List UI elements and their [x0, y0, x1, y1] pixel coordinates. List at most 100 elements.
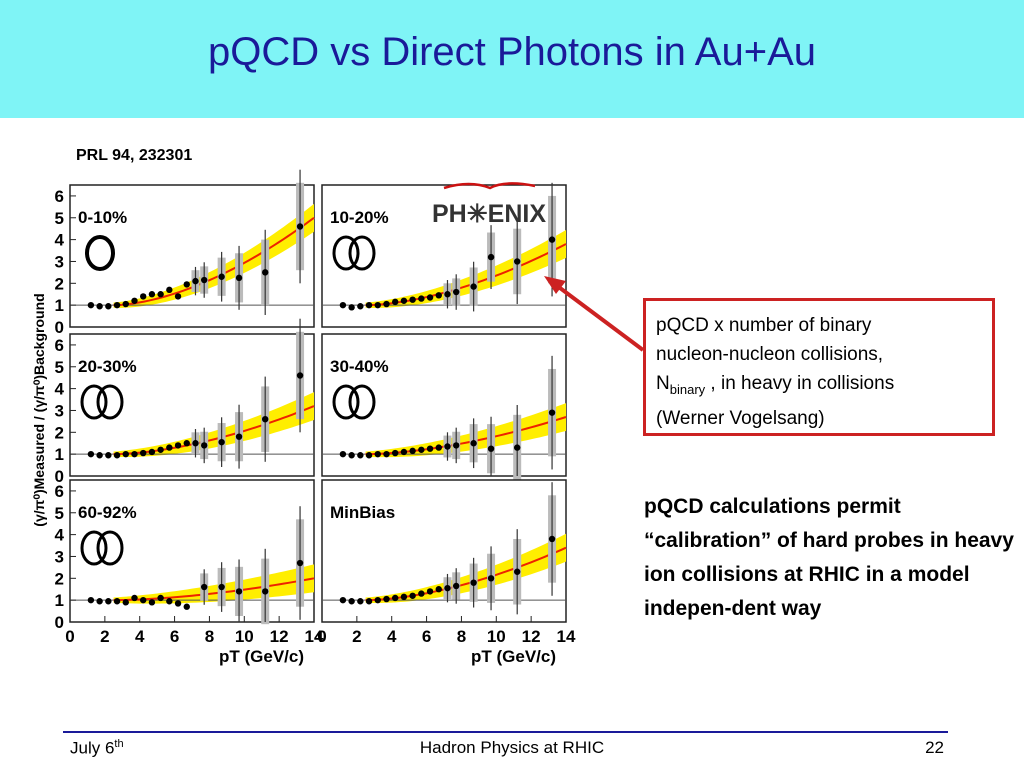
title-bar — [0, 0, 1024, 118]
pqcd-curve — [365, 416, 567, 456]
data-point — [166, 598, 173, 605]
data-point — [235, 588, 243, 595]
data-point — [453, 582, 460, 590]
footer-date: July 6th — [70, 738, 124, 759]
y-axis-label: (γ/π⁰)Measured / (γ/π⁰)Background — [31, 293, 47, 526]
uncertainty-band — [113, 203, 314, 308]
x-tick-label: 4 — [387, 627, 397, 646]
data-point — [201, 276, 208, 284]
y-tick-label: 2 — [55, 274, 64, 293]
description-text: pQCD calculations permit “calibration” o… — [644, 495, 1014, 620]
pqcd-curve — [113, 577, 315, 602]
pqcd-curve — [365, 243, 567, 307]
logo-swoosh — [443, 182, 536, 190]
y-tick-label: 6 — [55, 187, 64, 206]
data-point — [339, 301, 347, 309]
pqcd-curve — [365, 546, 567, 602]
data-point — [514, 444, 521, 451]
data-point — [392, 298, 399, 306]
data-point — [348, 452, 355, 459]
data-point — [140, 449, 147, 457]
data-point — [166, 286, 173, 294]
y-tick-label: 0 — [55, 467, 64, 486]
data-point — [122, 300, 129, 308]
note-line-3: Nbinary , in heavy in collisions — [656, 369, 982, 404]
data-point — [148, 599, 156, 606]
data-point — [113, 598, 121, 605]
x-tick-label: 0 — [317, 627, 326, 646]
data-point — [548, 409, 556, 416]
y-tick-label: 1 — [55, 445, 64, 464]
data-point — [235, 433, 243, 440]
y-tick-label: 6 — [55, 482, 64, 501]
collision-ring-icon — [96, 384, 124, 420]
footer-center-text: Hadron Physics at RHIC — [419, 738, 605, 757]
logo-text: PH✳ENIX — [432, 200, 546, 228]
data-point — [296, 223, 304, 230]
data-point — [131, 450, 138, 458]
x-tick-label: 10 — [235, 627, 254, 646]
note-box: pQCD x number of binary nucleon-nucleon … — [643, 298, 995, 436]
panel-60-92%: 60-92% — [69, 479, 315, 625]
data-point — [218, 583, 225, 591]
uncertainty-band — [365, 230, 566, 308]
data-point — [453, 288, 460, 296]
data-point — [296, 559, 304, 567]
data-point — [487, 575, 495, 582]
data-point — [487, 445, 495, 452]
data-point — [365, 598, 373, 605]
pointer-arrow — [544, 276, 645, 352]
data-point — [183, 440, 190, 447]
x-tick-label: 8 — [205, 627, 214, 646]
panel-30-40%: 30-40% — [321, 333, 567, 481]
data-point — [435, 292, 442, 299]
data-point — [435, 586, 442, 593]
n-symbol: N — [656, 373, 670, 394]
x-axis-label: pT (GeV/c) — [471, 647, 556, 666]
data-point — [192, 277, 199, 285]
x-tick-label: 12 — [522, 627, 541, 646]
data-point — [148, 448, 156, 456]
note-line-3-rest: , in heavy in collisions — [705, 373, 895, 394]
panels: 0-10% 10-20% 20-30% 30-40% 60-92% MinBias — [69, 169, 567, 625]
data-point — [400, 448, 408, 456]
data-point — [122, 599, 129, 606]
data-point — [174, 600, 182, 607]
arrow-head-icon — [544, 276, 566, 294]
data-point — [357, 598, 364, 605]
footer-date-main: July 6 — [70, 738, 115, 758]
data-point — [374, 596, 381, 604]
data-point — [470, 283, 477, 290]
data-point — [183, 281, 190, 288]
data-point — [183, 603, 190, 610]
data-point — [357, 452, 364, 459]
panel-label: 60-92% — [78, 503, 137, 522]
x-tick-label: 10 — [487, 627, 506, 646]
data-point — [339, 450, 347, 458]
data-point — [348, 304, 355, 311]
pqcd-curve — [113, 216, 315, 307]
data-point — [435, 444, 442, 451]
collision-ring-icon — [348, 235, 376, 271]
data-point — [357, 303, 364, 310]
data-point — [296, 372, 304, 379]
collision-ring-icon — [348, 384, 376, 420]
data-point — [122, 450, 129, 458]
panel-label: 30-40% — [330, 357, 389, 376]
collision-ring-icon — [85, 235, 115, 271]
data-point — [192, 440, 199, 447]
data-point — [426, 294, 434, 301]
data-point — [157, 446, 164, 453]
data-point — [131, 297, 138, 304]
x-tick-label: 6 — [422, 627, 431, 646]
n-subscript: binary — [669, 381, 706, 397]
y-tick-label: 5 — [55, 504, 64, 523]
data-point — [148, 291, 156, 298]
data-point — [174, 293, 182, 300]
data-point — [140, 596, 147, 604]
data-point — [383, 300, 390, 308]
data-point — [218, 438, 225, 446]
footer-date-sup: th — [114, 738, 124, 750]
